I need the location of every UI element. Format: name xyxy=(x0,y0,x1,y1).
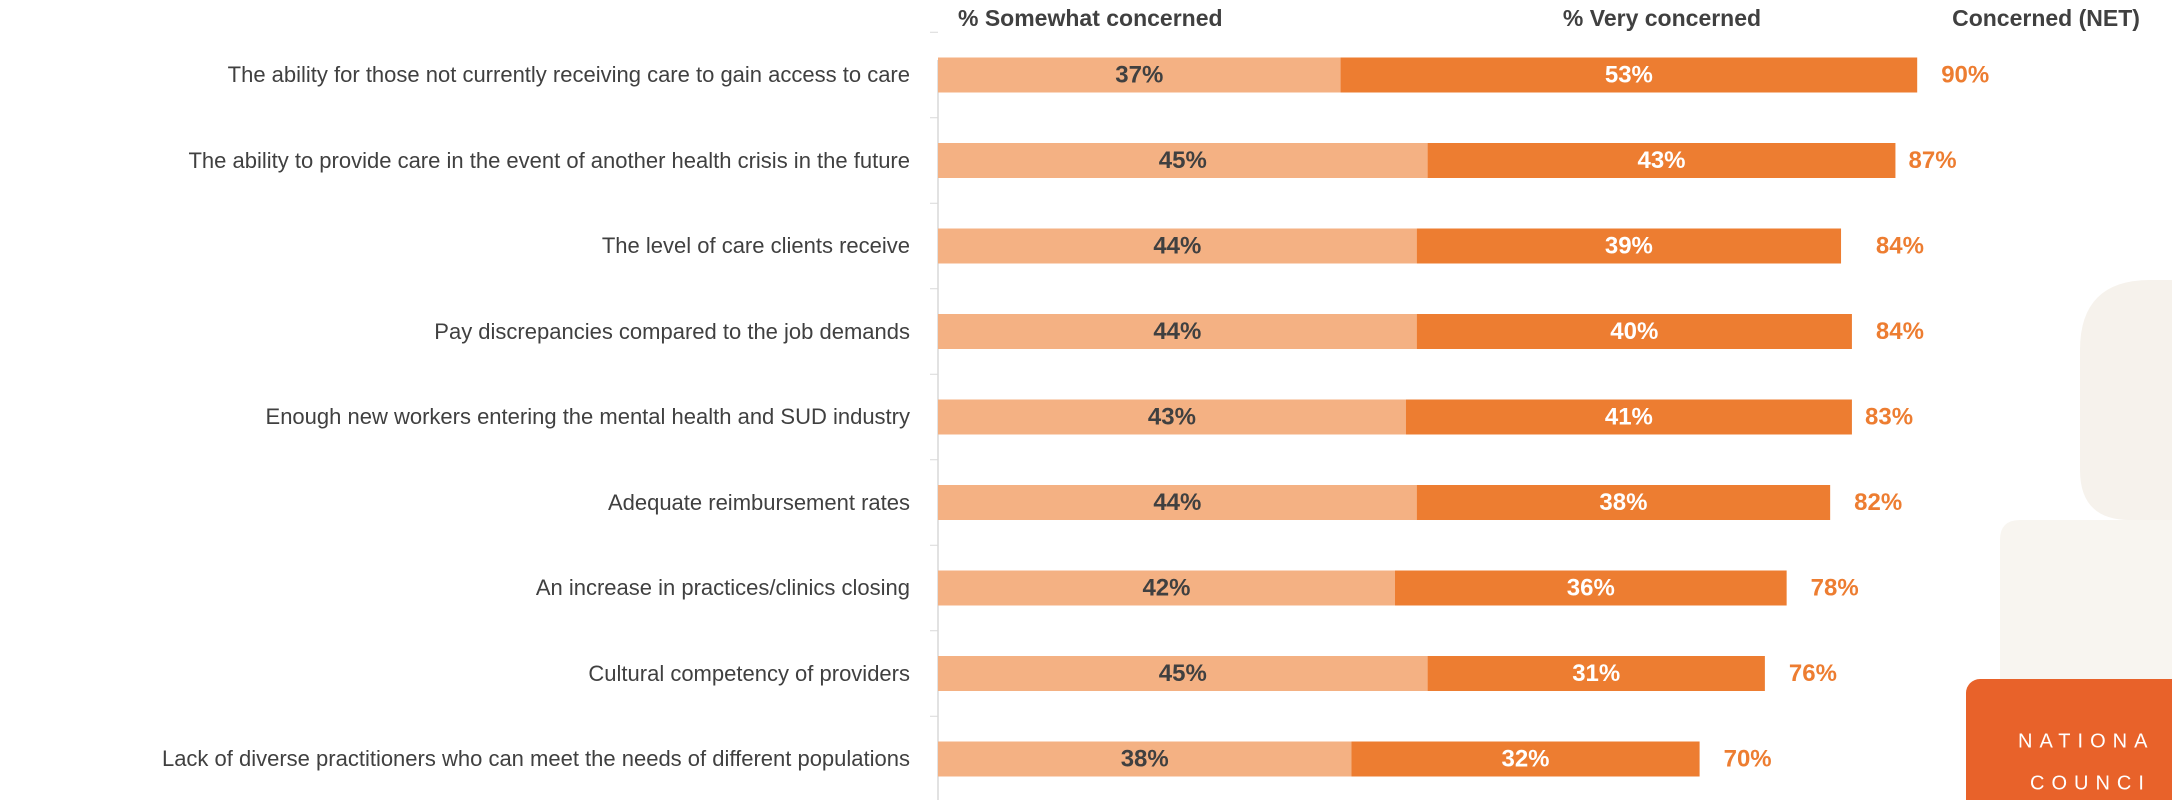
bar-segment xyxy=(938,741,1352,777)
net-label: 90% xyxy=(1941,61,1989,88)
bar-segment xyxy=(1427,656,1765,691)
bar-segment xyxy=(938,656,1428,691)
category-label: The ability for those not currently rece… xyxy=(227,62,910,87)
value-label: 44% xyxy=(1153,318,1201,345)
category-label: Adequate reimbursement rates xyxy=(607,489,910,515)
category-label: Lack of diverse practitioners who can me… xyxy=(161,746,910,771)
bar-segment xyxy=(1405,399,1852,435)
value-label: 45% xyxy=(1159,660,1207,687)
bar-segment xyxy=(938,143,1428,178)
value-label: 38% xyxy=(1121,745,1169,772)
value-label: 41% xyxy=(1605,403,1653,430)
bar-segment xyxy=(938,57,1341,93)
bar-segment xyxy=(938,485,1417,520)
value-label: 31% xyxy=(1572,660,1620,687)
value-label: 40% xyxy=(1610,318,1658,345)
net-label: 70% xyxy=(1724,745,1772,772)
net-label: 83% xyxy=(1865,403,1913,430)
value-label: 44% xyxy=(1153,232,1201,259)
bar-segment xyxy=(1340,57,1918,93)
value-label: 36% xyxy=(1567,574,1615,601)
bar-segment xyxy=(938,399,1406,435)
value-label: 42% xyxy=(1142,574,1190,601)
net-label: 87% xyxy=(1909,147,1957,174)
bar-segment xyxy=(1416,314,1852,349)
value-label: 45% xyxy=(1159,147,1207,174)
legend-header: % Very concerned xyxy=(1563,5,1761,31)
bar-segment xyxy=(1416,228,1842,264)
category-label: The ability to provide care in the event… xyxy=(188,147,910,173)
net-header: Concerned (NET) xyxy=(1952,5,2140,31)
logo-text: NATIONA xyxy=(2018,730,2154,752)
bar-segment xyxy=(938,570,1395,606)
bar-segment xyxy=(938,314,1417,349)
category-label: An increase in practices/clinics closing xyxy=(535,575,910,600)
value-label: 38% xyxy=(1599,489,1647,516)
value-label: 37% xyxy=(1115,61,1163,88)
value-label: 43% xyxy=(1637,147,1685,174)
net-label: 76% xyxy=(1789,660,1837,687)
bar-segment xyxy=(1416,485,1831,520)
net-label: 78% xyxy=(1811,574,1859,601)
bar-segment xyxy=(1351,741,1700,777)
value-label: 44% xyxy=(1153,489,1201,516)
logo-bg xyxy=(2080,280,2172,520)
value-label: 39% xyxy=(1605,232,1653,259)
bar-segment xyxy=(938,228,1417,264)
category-label: Pay discrepancies compared to the job de… xyxy=(434,318,910,344)
legend-header: % Somewhat concerned xyxy=(958,5,1223,31)
value-label: 43% xyxy=(1148,403,1196,430)
bar-segment xyxy=(1394,570,1787,606)
logo-box xyxy=(1966,679,2172,800)
category-label: The level of care clients receive xyxy=(601,233,910,258)
category-label: Enough new workers entering the mental h… xyxy=(265,404,910,429)
logo-text: COUNCI xyxy=(2030,772,2151,794)
category-label: Cultural competency of providers xyxy=(588,660,910,686)
bar-segment xyxy=(1427,143,1896,178)
value-label: 53% xyxy=(1605,61,1653,88)
value-label: 32% xyxy=(1501,745,1549,772)
net-label: 84% xyxy=(1876,232,1924,259)
net-label: 82% xyxy=(1854,489,1902,516)
net-label: 84% xyxy=(1876,318,1924,345)
